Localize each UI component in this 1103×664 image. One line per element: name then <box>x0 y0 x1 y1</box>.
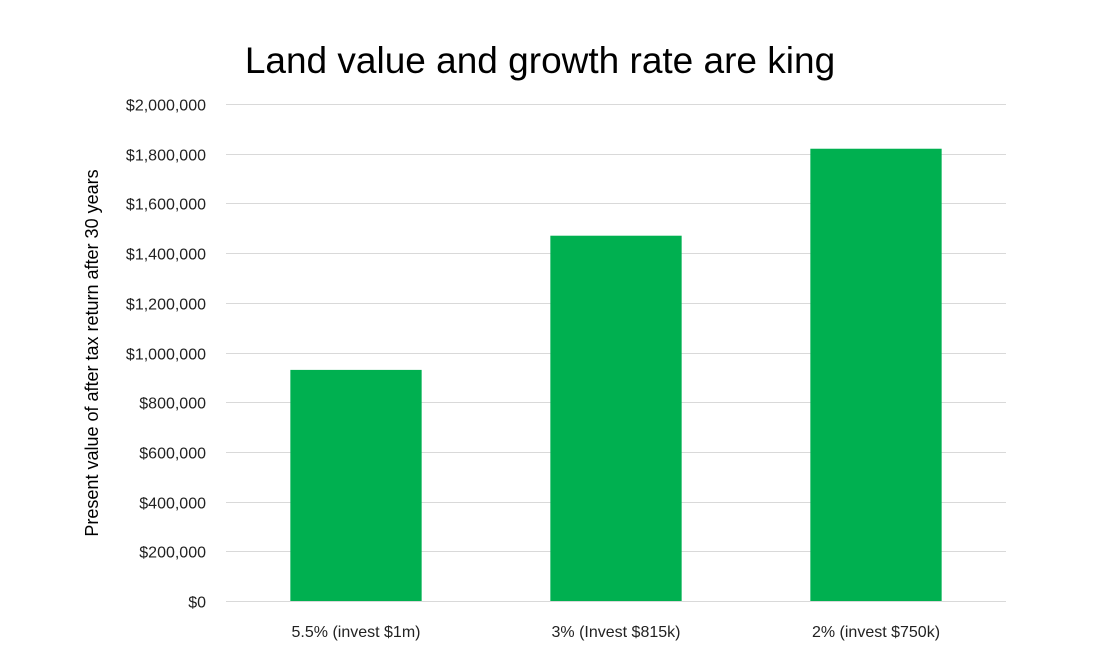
y-tick-label: $1,200,000 <box>126 297 206 314</box>
y-tick-label: $1,600,000 <box>126 197 206 214</box>
y-tick-label: $200,000 <box>139 545 206 562</box>
chart-title: Land value and growth rate are king <box>244 40 836 81</box>
bar <box>810 148 942 602</box>
x-tick-label: 5.5% (invest $1m) <box>292 624 421 641</box>
y-tick-label: $2,000,000 <box>126 98 206 115</box>
bar <box>290 369 422 601</box>
y-tick-label: $400,000 <box>139 496 206 513</box>
bar <box>550 235 682 601</box>
x-tick-label: 2% (invest $750k) <box>812 624 940 641</box>
y-axis-label: Present value of after tax return after … <box>82 169 102 536</box>
y-tick-label: $1,400,000 <box>126 247 206 264</box>
y-tick-label: $0 <box>188 595 206 612</box>
x-tick-label: 3% (Invest $815k) <box>552 624 681 641</box>
bars <box>290 148 942 602</box>
y-tick-label: $1,800,000 <box>126 148 206 165</box>
y-tick-label: $1,000,000 <box>126 347 206 364</box>
y-tick-label: $600,000 <box>139 446 206 463</box>
x-tick-labels: 5.5% (invest $1m) 3% (Invest $815k) 2% (in… <box>292 624 941 641</box>
y-tick-labels: $0 $200,000 $400,000 $600,000 $800,000 $1,000… <box>126 98 206 612</box>
y-tick-label: $800,000 <box>139 396 206 413</box>
